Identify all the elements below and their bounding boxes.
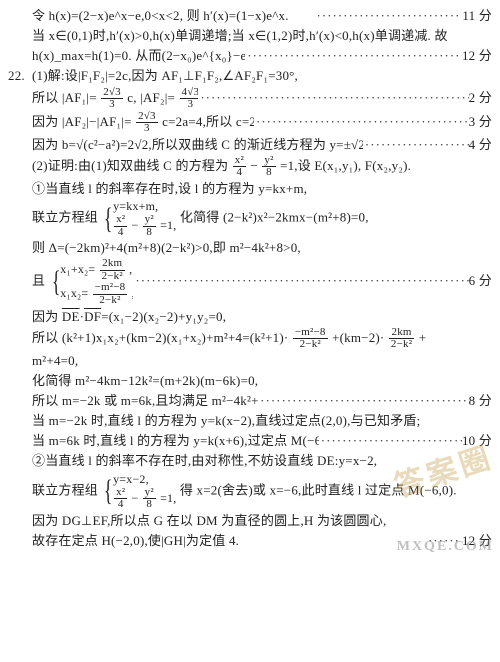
brace-system: { y=kx+m, x²4 − y²8 =1, (101, 199, 176, 238)
math-text: 当 m=6k 时,直线 l 的方程为 y=k(x+6),过定点 M(−6,0). (32, 431, 319, 451)
dot-leader: ··························· (315, 6, 463, 26)
math-text: ①当直线 l 的斜率存在时,设 l 的方程为 y=kx+m, (32, 181, 307, 196)
math-text: 则 Δ=(−2km)²+4(m²+8)(2−k²)>0,即 m²−4k²+8>0… (32, 240, 301, 255)
sol-line: 因为 DG⊥EF,所以点 G 在以 DM 为直径的圆上,H 为该圆圆心, (8, 511, 492, 531)
score-mark: 4 分 (469, 135, 492, 155)
vector-DF: DF (84, 309, 101, 324)
dot-leader: ······ (426, 531, 462, 551)
math-text: 故存在定点 H(−2,0),使|GH|为定值 4. (32, 531, 426, 551)
score-mark: 8 分 (469, 391, 492, 411)
vector-DE: DE (62, 309, 80, 324)
left-brace-icon: { (104, 476, 113, 506)
left-brace-icon: { (52, 267, 61, 297)
sol-line: m²+4=0, (8, 351, 492, 371)
fraction: y²8 (142, 487, 157, 511)
dot-leader: ········································… (198, 88, 468, 108)
score-mark: 10 分 (462, 431, 492, 451)
dot-leader: ········································… (245, 46, 462, 66)
math-text: 化简得 m²−4km−12k²=(m+2k)(m−6k)=0, (32, 373, 258, 388)
sol-line: 所以 (k²+1)x₁x₂+(km−2)(x₁+x₂)+m²+4=(k²+1)·… (8, 327, 492, 351)
sol-line: 所以 |AF₁|= 2√33 c, |AF₂|= 4√33 c. ·······… (8, 87, 492, 111)
sol-line: 所以 m=−2k 或 m=6k,且均满足 m²−4k²+8>0. ·······… (8, 391, 492, 411)
score-mark: 11 分 (462, 6, 492, 26)
math-text: ②当直线 l 的斜率不存在时,由对称性,不妨设直线 DE:y=x−2, (32, 453, 377, 468)
fraction: x²4 (232, 155, 247, 179)
fraction: −m²−82−k² (92, 282, 129, 306)
fraction: 2km2−k² (99, 258, 126, 282)
dot-leader: ···························· (319, 431, 462, 451)
math-text: 因为 b=√(c²−a²)=2√2,所以双曲线 C 的渐近线方程为 y=±√2 … (32, 135, 363, 155)
fraction: 2km2−k² (388, 327, 415, 351)
math-text: 因为 DG⊥EF,所以点 G 在以 DM 为直径的圆上,H 为该圆圆心, (32, 513, 386, 528)
sol-line: 化简得 m²−4km−12k²=(m+2k)(m−6k)=0, (8, 371, 492, 391)
math-text: 当 m=−2k 时,直线 l 的方程为 y=k(x−2),直线过定点(2,0),… (32, 413, 420, 428)
sol-line: 令 h(x)=(2−x)e^x−e,0<x<2, 则 h′(x)=(1−x)e^… (8, 6, 492, 26)
fraction: 2√33 (135, 111, 159, 135)
fraction: y²8 (142, 214, 157, 238)
sol-line: 且 { x₁+x₂= 2km2−k² , x₁x₂= −m²−82−k² , (8, 258, 492, 306)
brace-system: { x₁+x₂= 2km2−k² , x₁x₂= −m²−82−k² , (49, 258, 134, 306)
dot-leader: ········································… (254, 112, 469, 132)
dot-leader: ········································… (133, 271, 468, 291)
math-text: 因为 |AF₂|−|AF₁|= 2√33 c=2a=4,所以 c=2√3. (32, 111, 254, 135)
fraction: y²8 (261, 155, 276, 179)
math-text: 所以 |AF₁|= 2√33 c, |AF₂|= 4√33 c. (32, 87, 198, 111)
sol-line: 联立方程组 { y=x−2, x²4 − y²8 =1, 得 x=2(舍去)或 … (8, 472, 492, 511)
score-mark: 6 分 (469, 271, 492, 291)
sol-line: 因为 |AF₂|−|AF₁|= 2√33 c=2a=4,所以 c=2√3. ··… (8, 111, 492, 135)
dot-leader: ···················· (363, 135, 469, 155)
score-mark: 12 分 (462, 531, 492, 551)
math-text: 当 x∈(0,1)时,h′(x)>0,h(x)单调递增;当 x∈(1,2)时,h… (32, 28, 448, 43)
fraction: −m²−82−k² (292, 327, 329, 351)
sol-line: 因为 DE·DF=(x₁−2)(x₂−2)+y₁y₂=0, (8, 307, 492, 327)
sol-line: 联立方程组 { y=kx+m, x²4 − y²8 =1, 化简得 (2−k²)… (8, 199, 492, 238)
solution-page: 令 h(x)=(2−x)e^x−e,0<x<2, 则 h′(x)=(1−x)e^… (0, 0, 500, 561)
sol-line: h(x)_max=h(1)=0. 从而(2−x₀)e^{x₀}−e≤0,证毕. … (8, 46, 492, 66)
question-number: 22. (8, 66, 32, 86)
sol-line: 因为 b=√(c²−a²)=2√2,所以双曲线 C 的渐近线方程为 y=±√2 … (8, 135, 492, 155)
sol-line: 22.(1)解:设|F₁F₂|=2c,因为 AF₁⊥F₁F₂,∠AF₂F₁=30… (8, 66, 492, 86)
sol-line: 当 m=−2k 时,直线 l 的方程为 y=k(x−2),直线过定点(2,0),… (8, 411, 492, 431)
brace-system: { y=x−2, x²4 − y²8 =1, (101, 472, 176, 511)
sol-line: 当 x∈(0,1)时,h′(x)>0,h(x)单调递增;当 x∈(1,2)时,h… (8, 26, 492, 46)
math-text: 令 h(x)=(2−x)e^x−e,0<x<2, 则 h′(x)=(1−x)e^… (32, 6, 315, 26)
fraction: 4√33 (179, 87, 199, 111)
fraction: 2√33 (100, 87, 124, 111)
score-mark: 3 分 (469, 112, 492, 132)
sol-line: ②当直线 l 的斜率不存在时,由对称性,不妨设直线 DE:y=x−2, (8, 451, 492, 471)
fraction: x²4 (113, 214, 128, 238)
dot-leader: ········································… (258, 391, 468, 411)
math-text: h(x)_max=h(1)=0. 从而(2−x₀)e^{x₀}−e≤0,证毕. (32, 46, 245, 66)
score-mark: 2 分 (469, 88, 492, 108)
left-brace-icon: { (104, 204, 113, 234)
sol-line: ①当直线 l 的斜率存在时,设 l 的方程为 y=kx+m, (8, 179, 492, 199)
score-mark: 12 分 (462, 46, 492, 66)
sol-line: 当 m=6k 时,直线 l 的方程为 y=k(x+6),过定点 M(−6,0).… (8, 431, 492, 451)
math-text: 所以 m=−2k 或 m=6k,且均满足 m²−4k²+8>0. (32, 391, 258, 411)
fraction: x²4 (113, 487, 128, 511)
sol-line: 故存在定点 H(−2,0),使|GH|为定值 4. ······ 12 分 (8, 531, 492, 551)
math-text: m²+4=0, (32, 353, 78, 368)
sol-line: 则 Δ=(−2km)²+4(m²+8)(2−k²)>0,即 m²−4k²+8>0… (8, 238, 492, 258)
math-text: (1)解:设|F₁F₂|=2c,因为 AF₁⊥F₁F₂,∠AF₂F₁=30°, (32, 68, 298, 83)
sol-line: (2)证明:由(1)知双曲线 C 的方程为 x²4 − y²8 =1,设 E(x… (8, 155, 492, 179)
